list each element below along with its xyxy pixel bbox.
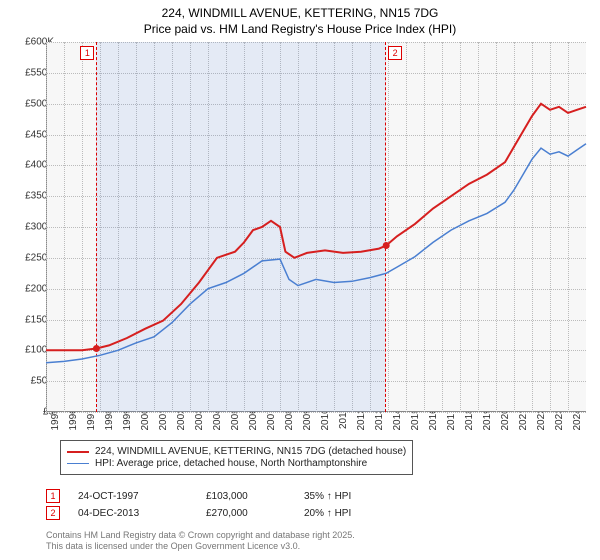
title-line-1: 224, WINDMILL AVENUE, KETTERING, NN15 7D… xyxy=(0,6,600,22)
event-delta: 20% ↑ HPI xyxy=(304,508,351,519)
footer-line: Contains HM Land Registry data © Crown c… xyxy=(46,530,355,541)
sale-events: 1 24-OCT-1997 £103,000 35% ↑ HPI 2 04-DE… xyxy=(46,486,351,523)
legend-label: HPI: Average price, detached house, Nort… xyxy=(95,458,367,469)
legend-row: HPI: Average price, detached house, Nort… xyxy=(67,458,406,469)
sale-point-dot xyxy=(383,242,390,249)
legend-swatch-red xyxy=(67,451,89,453)
series-price_paid xyxy=(46,104,586,351)
legend-label: 224, WINDMILL AVENUE, KETTERING, NN15 7D… xyxy=(95,446,406,457)
event-row: 1 24-OCT-1997 £103,000 35% ↑ HPI xyxy=(46,489,351,503)
plot-area: 12 xyxy=(46,42,586,412)
series-hpi xyxy=(46,144,586,363)
footer-attribution: Contains HM Land Registry data © Crown c… xyxy=(46,530,355,552)
event-delta: 35% ↑ HPI xyxy=(304,491,351,502)
title-line-2: Price paid vs. HM Land Registry's House … xyxy=(0,22,600,38)
legend-swatch-blue xyxy=(67,463,89,464)
event-date: 24-OCT-1997 xyxy=(78,491,188,502)
chart-title-block: 224, WINDMILL AVENUE, KETTERING, NN15 7D… xyxy=(0,0,600,39)
event-row: 2 04-DEC-2013 £270,000 20% ↑ HPI xyxy=(46,506,351,520)
event-price: £270,000 xyxy=(206,508,286,519)
event-marker-box: 2 xyxy=(46,506,60,520)
sale-point-dot xyxy=(93,345,100,352)
event-marker-box: 1 xyxy=(46,489,60,503)
legend-row: 224, WINDMILL AVENUE, KETTERING, NN15 7D… xyxy=(67,446,406,457)
footer-line: This data is licensed under the Open Gov… xyxy=(46,541,355,552)
legend: 224, WINDMILL AVENUE, KETTERING, NN15 7D… xyxy=(60,440,413,475)
event-date: 04-DEC-2013 xyxy=(78,508,188,519)
chart-lines-svg xyxy=(46,42,586,412)
gridline-h xyxy=(46,412,586,413)
chart-container: 224, WINDMILL AVENUE, KETTERING, NN15 7D… xyxy=(0,0,600,560)
event-price: £103,000 xyxy=(206,491,286,502)
